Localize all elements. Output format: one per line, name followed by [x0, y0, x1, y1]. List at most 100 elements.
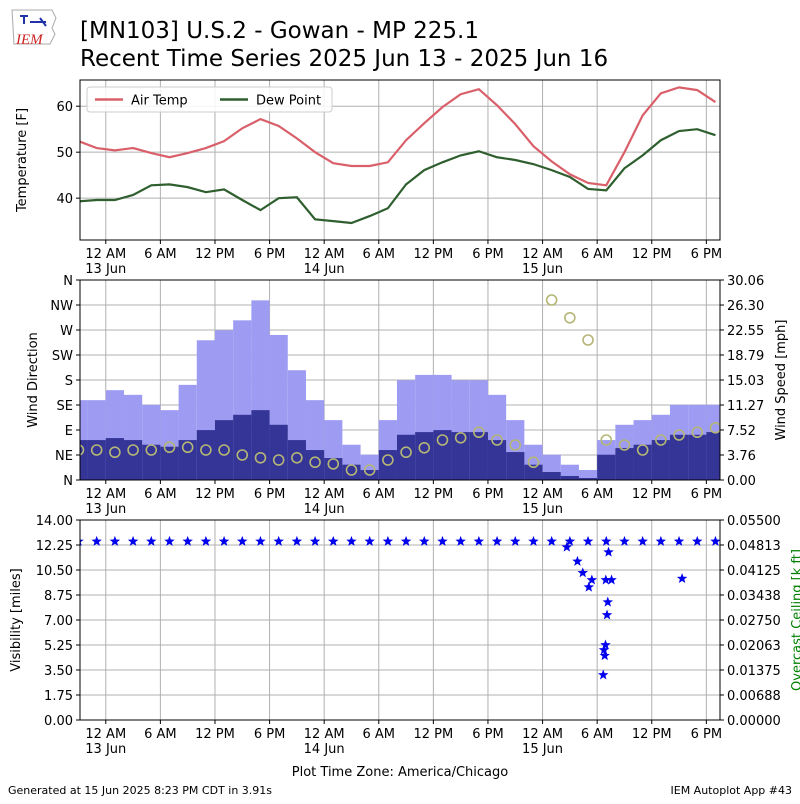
- marker: [454, 431, 467, 444]
- y-tick-label: 40: [56, 192, 73, 207]
- axes-frame: [79, 279, 721, 481]
- marker: [564, 311, 576, 324]
- x-tick-label: 6 PM: [254, 247, 285, 262]
- marker: [346, 535, 357, 546]
- y-tick-label: 60: [56, 100, 73, 115]
- marker: [564, 535, 576, 546]
- bar: [688, 434, 707, 480]
- marker: [309, 535, 321, 546]
- x-tick-label: 12 PM: [413, 247, 453, 262]
- marker: [636, 444, 649, 456]
- marker: [676, 573, 688, 584]
- marker: [582, 535, 594, 546]
- y-tick-label: 7.00: [44, 614, 73, 629]
- marker: [218, 444, 230, 456]
- marker: [182, 535, 193, 546]
- x-tick-label: 6 AM: [581, 487, 614, 502]
- x-tick-label: 6 AM: [581, 247, 614, 262]
- marker: [163, 441, 176, 454]
- x-axis-label: Plot Time Zone: America/Chicago: [292, 765, 508, 780]
- y-tick-label: 12.25: [36, 539, 73, 554]
- y2-tick-label: 18.79: [727, 349, 764, 364]
- marker: [577, 567, 588, 578]
- x-tick-label: 6 AM: [144, 487, 177, 502]
- marker: [218, 535, 230, 546]
- y-tick-label: 1.75: [44, 689, 73, 704]
- bar: [506, 452, 525, 480]
- marker: [601, 535, 612, 546]
- bar: [142, 444, 161, 480]
- axes-frame: [79, 519, 721, 721]
- marker: [80, 444, 85, 456]
- bar: [633, 444, 652, 480]
- marker: [619, 535, 630, 546]
- marker: [327, 458, 340, 470]
- marker: [254, 451, 267, 464]
- y2-tick-label: 26.30: [727, 299, 764, 314]
- marker: [600, 639, 611, 650]
- panel: 12 AM 13 Jun 6 AM 12 PM 6 PM 12 AM 14 Jun 6 AM 1…: [15, 79, 722, 277]
- marker: [528, 535, 539, 546]
- marker: [655, 535, 667, 546]
- bar: [706, 432, 720, 480]
- y-tick-label: 0.00: [44, 714, 73, 729]
- marks: [80, 86, 717, 225]
- marker: [603, 546, 614, 557]
- marker: [710, 535, 720, 546]
- marker: [91, 535, 102, 546]
- marker: [510, 535, 521, 546]
- marker: [291, 451, 303, 464]
- marker: [181, 441, 194, 454]
- y2-tick-label: 11.27: [727, 399, 764, 414]
- y2-tick-label: 30.06: [727, 274, 764, 289]
- bar: [178, 440, 197, 480]
- marker: [237, 535, 248, 546]
- x-tick-label: 6 AM: [144, 727, 177, 742]
- marker: [491, 535, 503, 546]
- footer-right: IEM Autoplot App #43: [671, 784, 793, 797]
- marker: [364, 535, 375, 546]
- x-tick-label: 12 PM: [632, 727, 672, 742]
- marker: [655, 434, 667, 446]
- x-tick-label: 6 AM: [363, 727, 396, 742]
- y-axis-label: Wind Direction: [26, 332, 41, 428]
- bar: [287, 440, 306, 480]
- marker: [606, 574, 617, 585]
- line: [80, 128, 716, 225]
- x-tick-label: 6 AM: [581, 727, 614, 742]
- marker: [473, 535, 485, 546]
- x-tick-label: 12 AM 14 Jun: [304, 487, 345, 517]
- y-tick-label: W: [60, 324, 73, 339]
- bar: [469, 432, 488, 480]
- marker: [600, 574, 612, 585]
- y2-tick-label: 0.00000: [727, 714, 781, 729]
- marker: [618, 439, 631, 451]
- y-tick-label: NW: [50, 299, 73, 314]
- marker: [602, 596, 613, 607]
- marker: [419, 535, 430, 546]
- y2-tick-label: 0.01375: [727, 664, 781, 679]
- bar: [342, 464, 361, 480]
- marker: [546, 535, 557, 546]
- bar: [542, 472, 561, 480]
- x-tick-label: 12 AM 13 Jun: [85, 727, 126, 757]
- logo-text: IEM: [15, 32, 44, 48]
- y2-tick-label: 0.02063: [727, 639, 781, 654]
- marker: [437, 535, 448, 546]
- x-tick-label: 12 PM: [195, 727, 235, 742]
- bar: [269, 424, 288, 480]
- marker: [236, 449, 249, 461]
- legend-box: [86, 86, 333, 113]
- y2-tick-label: 7.52: [727, 424, 756, 439]
- x-tick-label: 12 PM: [195, 487, 235, 502]
- marker: [572, 555, 583, 566]
- x-tick-label: 12 AM 15 Jun: [522, 487, 563, 517]
- x-tick-label: 6 AM: [144, 247, 177, 262]
- x-tick-label: 6 AM: [363, 487, 396, 502]
- marks: [80, 294, 720, 480]
- marker: [291, 535, 303, 546]
- marker: [673, 535, 685, 546]
- marker: [509, 439, 522, 451]
- y2-tick-label: 0.03438: [727, 589, 781, 604]
